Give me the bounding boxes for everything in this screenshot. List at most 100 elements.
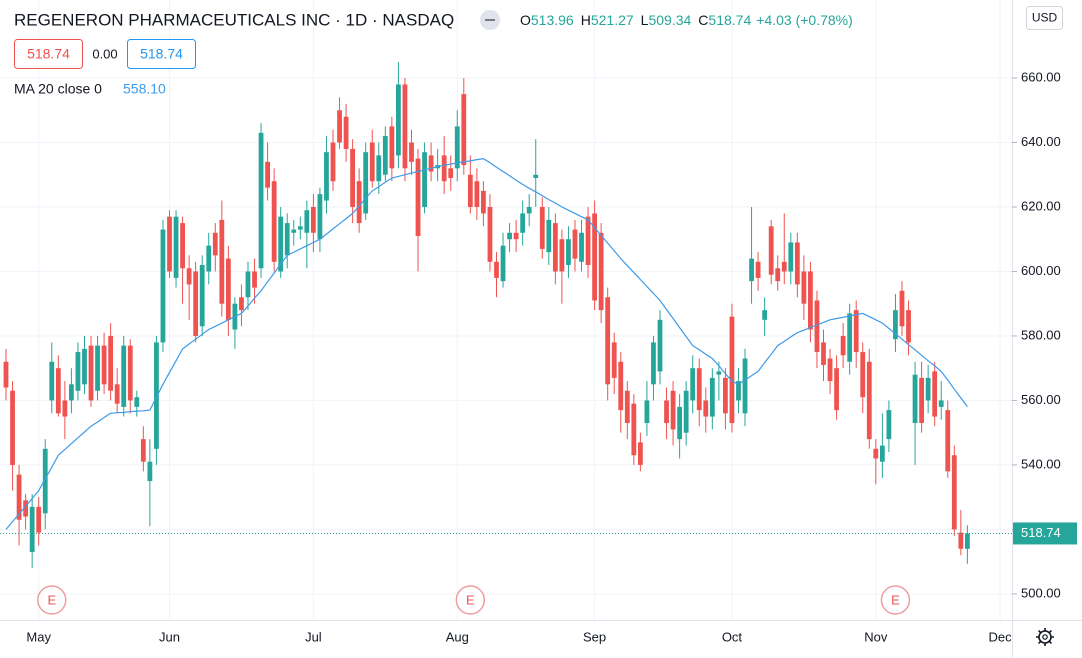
last-price-box [1013, 522, 1077, 545]
candle-body [723, 377, 728, 414]
candle-body [245, 271, 251, 298]
settings-button[interactable] [1036, 628, 1054, 646]
currency-box[interactable] [1026, 6, 1063, 30]
candle-body [16, 474, 22, 520]
ma-legend-value: 558.10 [123, 81, 166, 97]
candle-body [709, 377, 715, 417]
candle-body [258, 132, 264, 269]
candle-body [690, 368, 696, 401]
candle-body [559, 239, 565, 272]
candle-body [409, 142, 414, 162]
candle-body [572, 229, 578, 259]
sell-box[interactable] [14, 39, 83, 69]
price-axis-panel [1012, 0, 1082, 658]
candle-body [873, 448, 879, 459]
x-tick-label: Dec [989, 629, 1013, 644]
candle-body [343, 116, 349, 149]
candle-body [10, 390, 15, 465]
candle-body [304, 210, 310, 233]
candle-body [906, 310, 911, 343]
candle-body [271, 181, 277, 262]
candle-body [539, 206, 545, 249]
x-tick-label: Aug [446, 629, 469, 644]
candle-body [108, 335, 114, 391]
candle-body [552, 223, 558, 272]
candle-body [925, 377, 931, 401]
ohlc-value: 518.74 [708, 12, 751, 28]
candle-body [62, 400, 68, 417]
collapse-button[interactable] [480, 10, 500, 30]
candle-body [827, 358, 833, 382]
candle-body [337, 110, 342, 143]
candle-body [330, 142, 336, 182]
candle-body [481, 190, 486, 214]
ohlc-legend: O513.96 H521.27 L509.34 C518.74 +4.03 (+0.78… [520, 12, 853, 28]
buy-price[interactable]: 518.74 [140, 46, 183, 62]
candle-body [794, 242, 800, 285]
earnings-marker[interactable] [455, 585, 486, 615]
last-price-label: 518.74 [1021, 525, 1061, 540]
x-tick-label: Jun [159, 629, 180, 644]
candle-body [428, 155, 434, 172]
candle-body [441, 155, 447, 182]
candle-body [147, 461, 153, 482]
candle-body [605, 297, 611, 385]
candle-body [422, 152, 427, 207]
candle-body [396, 84, 401, 156]
y-tick-label: 540.00 [1021, 456, 1061, 471]
ma-line [5, 157, 968, 530]
candle-body [938, 400, 944, 407]
ohlc-key: C [698, 12, 708, 28]
candle-body [651, 342, 656, 385]
x-tick-label: Jul [305, 629, 322, 644]
candle-body [729, 316, 735, 424]
currency-label[interactable]: USD [1032, 11, 1058, 25]
y-tick-label: 500.00 [1021, 585, 1061, 600]
candle-body [879, 445, 885, 462]
candle-body [49, 361, 55, 401]
candle-body [180, 223, 185, 269]
candle-body [964, 533, 970, 549]
candle-body [212, 232, 218, 256]
candle-body [886, 410, 892, 440]
candle-body [389, 126, 395, 169]
candle-body [95, 345, 100, 391]
candle-body [755, 261, 761, 278]
ohlc-key: H [581, 12, 591, 28]
candle-body [742, 358, 748, 414]
candle-body [762, 310, 768, 320]
candle-body [821, 342, 826, 365]
y-tick-label: 660.00 [1021, 69, 1061, 84]
earnings-marker[interactable] [880, 585, 911, 615]
candle-body [252, 271, 257, 288]
candle-body [121, 345, 127, 407]
candle-body [173, 216, 179, 278]
earnings-label: E [891, 592, 900, 607]
candle-body [657, 319, 663, 372]
candle-body [219, 219, 225, 304]
gear-hub [1042, 634, 1048, 640]
candle-body [3, 361, 9, 388]
candle-body [716, 371, 722, 375]
candle-body [893, 310, 898, 340]
candle-body [683, 390, 689, 433]
candle-body [23, 500, 29, 517]
ohlc-value: 509.34 [648, 12, 691, 28]
earnings-marker[interactable] [37, 585, 67, 615]
candle-body [134, 397, 140, 407]
candle-body [592, 213, 597, 301]
candle-body [919, 377, 924, 424]
candle-body [114, 384, 120, 404]
candle-body [814, 300, 820, 353]
candle-body [768, 226, 774, 275]
earnings-label: E [466, 592, 475, 607]
candle-body [808, 271, 813, 330]
buy-box[interactable] [127, 39, 196, 69]
candle-body [696, 368, 702, 411]
x-axis-labels: May Jun Jul Aug Sep Oct Nov Dec [26, 629, 1012, 644]
candle-body [866, 361, 872, 440]
sell-price[interactable]: 518.74 [27, 46, 70, 62]
candle-body [847, 313, 853, 362]
candle-body [324, 152, 329, 201]
